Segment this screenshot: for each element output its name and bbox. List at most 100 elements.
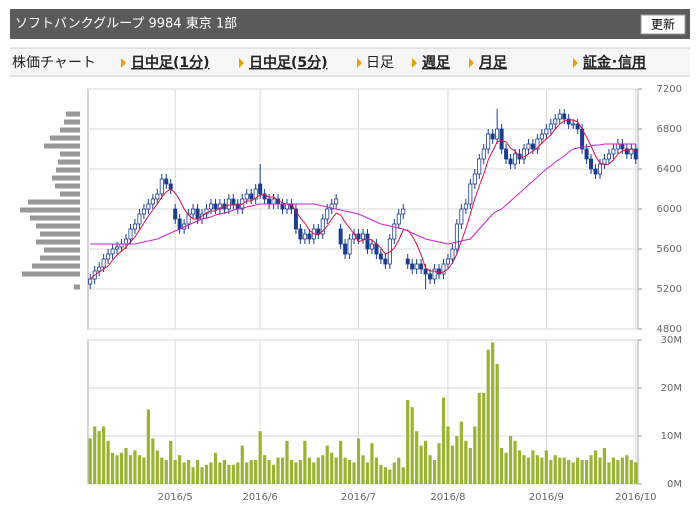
volume-bar: [352, 462, 356, 484]
candle-body: [164, 178, 169, 185]
volume-bar: [544, 450, 548, 484]
volume-by-price-bar: [52, 175, 80, 181]
candle-body: [392, 223, 397, 240]
candle-body: [356, 233, 361, 240]
volume-bar: [271, 464, 276, 484]
volume-bar: [549, 460, 553, 484]
volume-bar: [213, 452, 218, 484]
volume-bar: [169, 440, 173, 484]
volume-bar: [191, 467, 195, 484]
volume-bar: [187, 460, 191, 484]
volume-bar: [307, 457, 311, 484]
candle-body: [302, 233, 307, 240]
volume-bar: [455, 436, 459, 484]
candle-body: [620, 143, 625, 150]
candle-body: [597, 163, 602, 175]
volume-bar: [419, 445, 423, 484]
volume-bar: [200, 467, 204, 484]
x-tick-label: 2016/5: [158, 492, 193, 503]
volume-bar: [486, 349, 490, 484]
volume-bar: [491, 342, 495, 484]
volume-bar: [88, 438, 92, 484]
candle-body: [499, 128, 504, 150]
candle-body: [360, 233, 365, 240]
volume-bar: [580, 460, 584, 484]
volume-bar: [625, 455, 629, 484]
tab-current: 日足: [366, 55, 394, 71]
volume-by-price-bar: [36, 223, 80, 229]
candle-body: [513, 153, 518, 165]
volume-by-price-bar: [66, 111, 80, 117]
tab-link[interactable]: 月足: [478, 55, 508, 71]
candle-body: [258, 183, 263, 195]
volume-bar: [285, 440, 289, 484]
candle-body: [204, 208, 209, 215]
volume-bar: [446, 426, 450, 484]
candle-body: [146, 203, 151, 210]
volume-bar: [576, 457, 580, 484]
tab-arrow: [469, 58, 474, 68]
volume-bar: [428, 455, 432, 484]
y-tick-label: 5200: [657, 284, 682, 295]
volume-bar: [540, 457, 544, 484]
volume-by-price-bar: [30, 215, 80, 221]
volume-bar: [374, 457, 379, 484]
candle-body: [544, 128, 549, 135]
candle-body: [253, 188, 258, 200]
y-tick-label: 10M: [661, 431, 682, 442]
candle-body: [526, 143, 531, 150]
volume-bar: [553, 455, 557, 484]
moving-average-line: [89, 119, 636, 280]
volume-bar: [406, 400, 410, 484]
candle-body: [191, 208, 196, 215]
volume-bar: [379, 464, 383, 484]
candle-body: [437, 268, 442, 275]
tab-link[interactable]: 週足: [422, 55, 451, 71]
volume-bar: [164, 460, 168, 484]
volume-bar: [267, 460, 271, 484]
refresh-button-label[interactable]: 更新: [651, 17, 675, 32]
volume-bar: [388, 469, 392, 484]
volume-bar: [173, 460, 177, 484]
tab-link[interactable]: 日中足(5分): [249, 54, 328, 71]
candle-body: [378, 253, 383, 260]
candle-body: [177, 218, 182, 230]
candle-body: [495, 128, 500, 140]
header-title: ソフトバンクグループ 9984 東京 1部: [15, 16, 237, 32]
volume-bar: [517, 450, 522, 484]
candle-body: [548, 123, 553, 130]
candle-body: [450, 248, 455, 260]
candle-body: [338, 228, 343, 245]
candle-body: [329, 203, 334, 210]
candle-body: [347, 238, 352, 255]
candle-body: [173, 208, 178, 220]
tab-link[interactable]: 証金･信用: [583, 54, 646, 71]
volume-by-price-bar: [32, 263, 80, 269]
tab-link[interactable]: 日中足(1分): [131, 54, 210, 71]
candle-body: [262, 193, 267, 200]
volume-bar: [182, 462, 186, 484]
candle-body: [280, 203, 285, 210]
volume-bar: [195, 460, 200, 484]
x-tick-label: 2016/7: [341, 492, 376, 503]
candle-body: [106, 253, 111, 260]
volume-bar: [607, 462, 611, 484]
tab-arrow: [121, 58, 126, 68]
candle-body: [606, 153, 611, 160]
candle-body: [504, 148, 509, 160]
candle-body: [432, 268, 437, 280]
volume-bar: [526, 457, 531, 484]
volume-bar: [459, 421, 463, 484]
refresh-button[interactable]: [640, 14, 686, 35]
volume-bar: [571, 462, 575, 484]
volume-bar: [339, 440, 343, 484]
candle-body: [428, 273, 433, 280]
volume-bar: [236, 462, 240, 484]
candle-body: [593, 168, 598, 175]
tab-label: 株価チャート: [12, 55, 96, 71]
candle-body: [414, 263, 419, 270]
volume-bar: [589, 455, 593, 484]
candle-body: [369, 243, 374, 250]
volume-bar: [383, 467, 387, 484]
candle-body: [405, 258, 410, 265]
